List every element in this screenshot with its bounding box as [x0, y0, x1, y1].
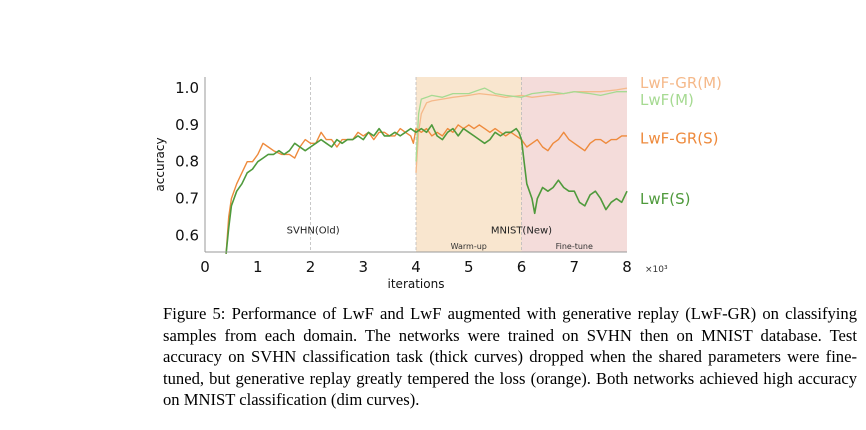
series-label: LwF(M)	[640, 91, 694, 109]
x-tick-label: 4	[411, 258, 421, 276]
y-axis-label: accuracy	[153, 137, 167, 191]
region-label: Fine-tune	[556, 242, 593, 251]
region-warm-up	[416, 77, 522, 252]
x-tick-label: 5	[464, 258, 474, 276]
x-tick-label: 8	[622, 258, 632, 276]
x-tick-label: 1	[253, 258, 263, 276]
x-tick-label: 3	[358, 258, 368, 276]
series-line-lwf-grs	[225, 124, 627, 254]
series-label: LwF-GR(S)	[640, 129, 719, 147]
y-tick-label: 0.9	[175, 116, 199, 134]
domain-annotation: SVHN(Old)	[287, 226, 340, 237]
x-tick-label: 7	[569, 258, 579, 276]
domain-annotation: MNIST(New)	[491, 226, 552, 237]
series-line-lwfs	[225, 124, 628, 254]
y-tick-label: 1.0	[175, 79, 199, 97]
figure-caption: Figure 5: Performance of LwF and LwF aug…	[163, 304, 857, 409]
series-label: LwF-GR(M)	[640, 74, 722, 92]
region-fine-tune	[521, 77, 627, 252]
y-tick-label: 0.7	[175, 190, 199, 208]
series-line-lwf-grm	[415, 87, 628, 173]
series-line-lwfm	[415, 87, 627, 162]
x-multiplier: ×10³	[645, 265, 668, 275]
x-tick-label: 2	[306, 258, 316, 276]
x-axis-label: iterations	[388, 277, 445, 291]
y-tick-label: 0.8	[175, 153, 199, 171]
series-label: LwF(S)	[640, 190, 690, 208]
x-tick-label: 0	[200, 258, 210, 276]
accuracy-chart: Warm-up Fine-tune SVHN(Old) MNIST(New) LwF-G…	[153, 74, 722, 291]
x-tick-label: 6	[517, 258, 527, 276]
y-tick-label: 0.6	[175, 226, 199, 244]
region-label: Warm-up	[451, 242, 487, 251]
